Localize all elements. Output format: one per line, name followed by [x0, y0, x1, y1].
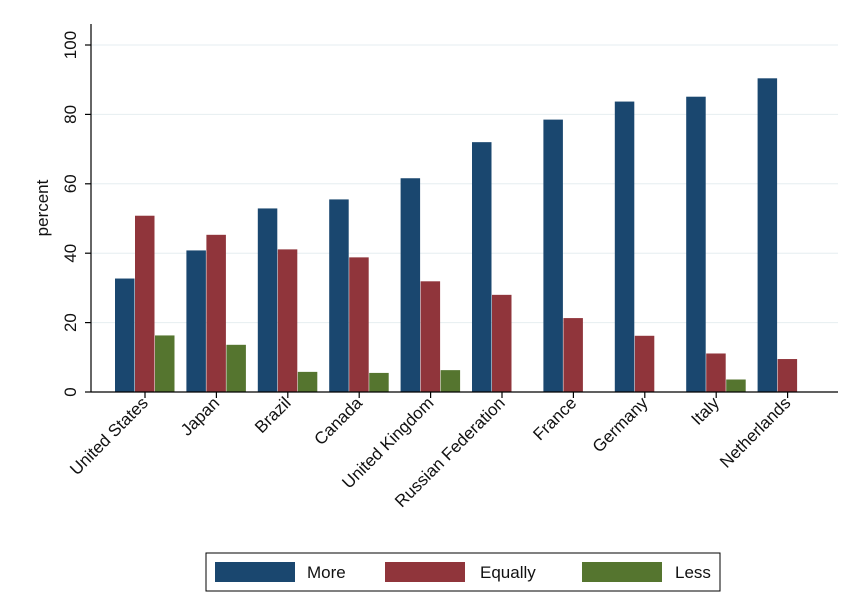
bar-less-3	[369, 372, 389, 392]
y-tick-label: 40	[61, 244, 80, 263]
bar-equally-9	[777, 359, 798, 392]
bar-equally-0	[135, 215, 155, 392]
bar-equally-5	[492, 294, 512, 392]
x-tick-label: Germany	[589, 393, 652, 456]
bar-more-0	[115, 278, 135, 392]
bar-equally-7	[634, 335, 655, 392]
y-tick-label: 80	[61, 105, 80, 124]
x-tick-label: Netherlands	[716, 393, 794, 471]
bar-equally-4	[420, 281, 441, 392]
bar-more-9	[757, 78, 778, 392]
x-tick-label: Italy	[688, 393, 724, 429]
legend-label-less: Less	[675, 563, 711, 582]
bar-more-6	[543, 119, 563, 392]
bar-equally-6	[563, 318, 583, 392]
y-tick-label: 0	[61, 387, 80, 396]
legend-swatch-less	[582, 562, 662, 582]
legend-label-more: More	[307, 563, 346, 582]
bar-less-8	[726, 379, 746, 392]
bar-equally-3	[349, 257, 369, 392]
y-tick-label: 100	[61, 31, 80, 59]
bar-equally-8	[706, 353, 726, 392]
bar-more-2	[257, 208, 278, 392]
bar-more-1	[186, 250, 206, 392]
y-ticks: 0 20 40 60 80 100	[61, 31, 91, 397]
bar-more-4	[400, 178, 421, 392]
legend-label-equally: Equally	[480, 563, 536, 582]
bar-equally-2	[277, 249, 298, 392]
y-axis-title: percent	[33, 179, 52, 236]
bar-more-8	[686, 96, 706, 392]
x-tick-label: Canada	[310, 393, 366, 449]
y-tick-label: 60	[61, 174, 80, 193]
bar-less-4	[440, 370, 461, 392]
x-tick-label: United States	[66, 393, 152, 479]
bars	[115, 78, 798, 392]
bar-less-1	[226, 344, 246, 392]
bar-more-5	[472, 142, 492, 392]
legend: More Equally Less	[205, 552, 721, 592]
bar-less-2	[297, 371, 318, 392]
legend-swatch-more	[215, 562, 295, 582]
bar-more-3	[329, 199, 349, 392]
legend-swatch-equally	[385, 562, 465, 582]
axes	[90, 24, 838, 393]
y-tick-label: 20	[61, 313, 80, 332]
x-tick-label: Brazil	[251, 393, 294, 436]
bar-less-0	[155, 335, 175, 392]
x-tick-label: Japan	[177, 393, 223, 439]
bar-more-7	[614, 101, 635, 392]
bar-equally-1	[206, 234, 226, 392]
x-tick-label: France	[529, 393, 580, 444]
